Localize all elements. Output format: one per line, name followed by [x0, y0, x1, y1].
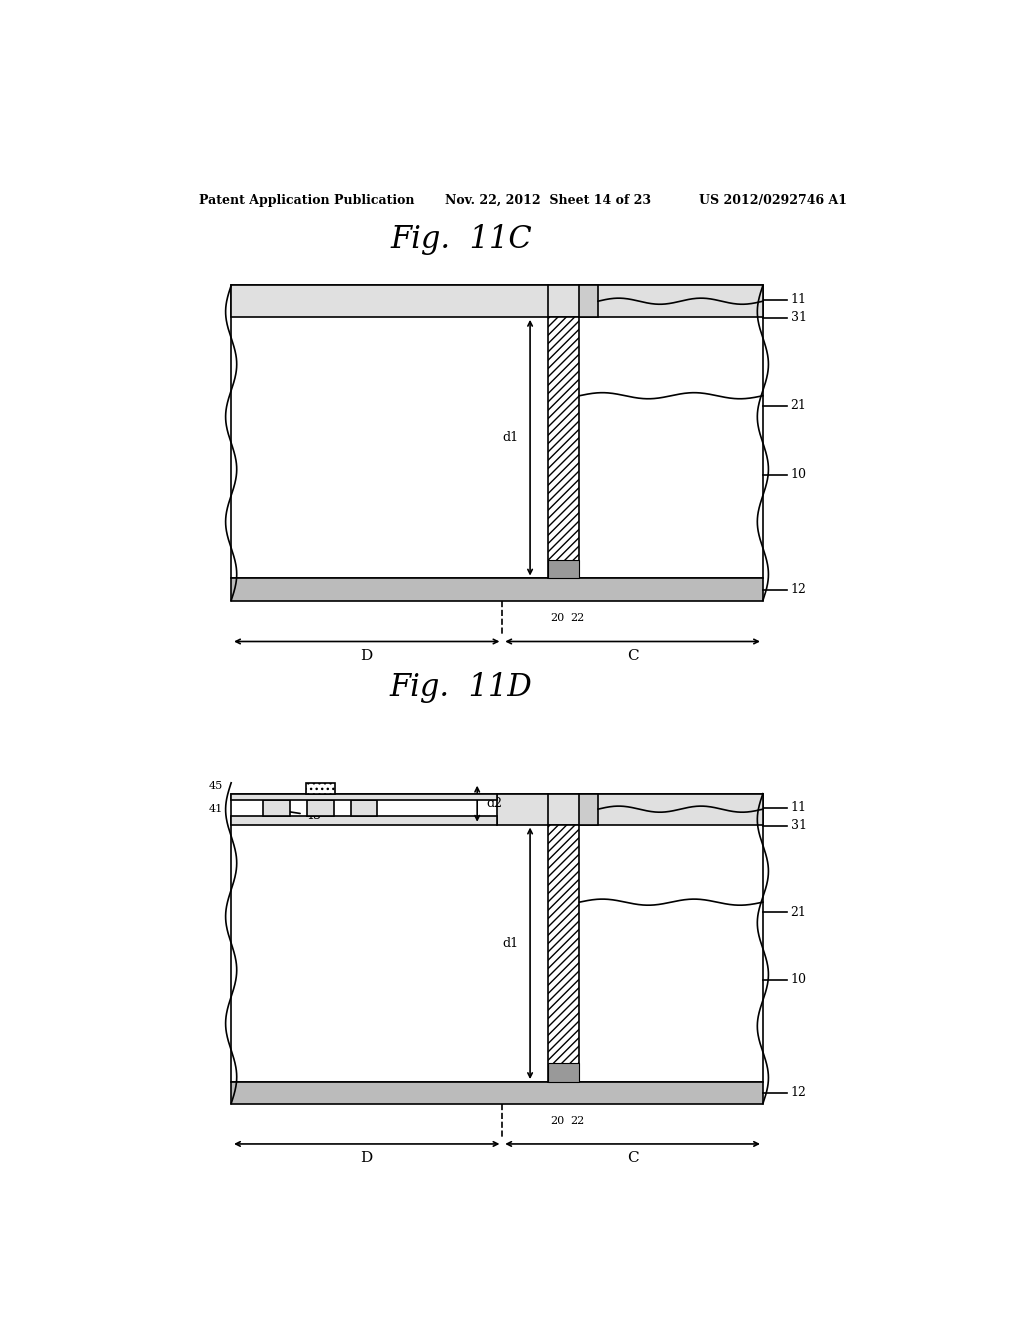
Bar	[231, 285, 763, 317]
Text: d1: d1	[502, 432, 518, 444]
Bar	[263, 800, 290, 816]
Bar	[497, 793, 763, 825]
Text: 31: 31	[791, 312, 807, 325]
Text: C: C	[627, 649, 638, 663]
Bar	[548, 317, 580, 578]
Text: 22: 22	[569, 1115, 584, 1126]
Bar	[548, 1064, 580, 1082]
Text: 12: 12	[791, 583, 807, 597]
Text: Fig.  11C: Fig. 11C	[390, 224, 532, 256]
Text: Fig.  11D: Fig. 11D	[390, 672, 532, 702]
Text: 21: 21	[791, 400, 807, 412]
Bar	[231, 1082, 763, 1104]
Text: 20: 20	[550, 612, 564, 623]
Text: 31: 31	[791, 820, 807, 833]
Text: 43: 43	[281, 809, 322, 822]
Text: 22: 22	[569, 612, 584, 623]
Bar	[231, 816, 497, 825]
Bar	[307, 800, 334, 816]
Text: 10: 10	[791, 469, 807, 480]
Bar	[351, 800, 378, 816]
Text: d1: d1	[502, 937, 518, 949]
Text: 12: 12	[791, 1086, 807, 1100]
Text: 10: 10	[791, 973, 807, 986]
Text: 11: 11	[791, 293, 807, 306]
Text: 20: 20	[550, 1115, 564, 1126]
Bar	[580, 285, 598, 317]
Bar	[231, 285, 763, 578]
Text: 41: 41	[209, 804, 223, 814]
Text: 45: 45	[209, 781, 223, 791]
Text: US 2012/0292746 A1: US 2012/0292746 A1	[699, 194, 848, 207]
Bar	[231, 793, 763, 1082]
Text: D: D	[360, 649, 373, 663]
Bar	[580, 793, 598, 825]
Bar	[305, 783, 335, 793]
Bar	[548, 825, 580, 1082]
Bar	[231, 793, 497, 800]
Text: 11: 11	[791, 801, 807, 814]
Text: Nov. 22, 2012  Sheet 14 of 23: Nov. 22, 2012 Sheet 14 of 23	[445, 194, 651, 207]
Text: 21: 21	[791, 906, 807, 919]
Text: d2: d2	[486, 797, 503, 810]
Text: C: C	[627, 1151, 638, 1166]
Text: D: D	[360, 1151, 373, 1166]
Bar	[548, 560, 580, 578]
Text: Patent Application Publication: Patent Application Publication	[200, 194, 415, 207]
Bar	[231, 578, 763, 601]
